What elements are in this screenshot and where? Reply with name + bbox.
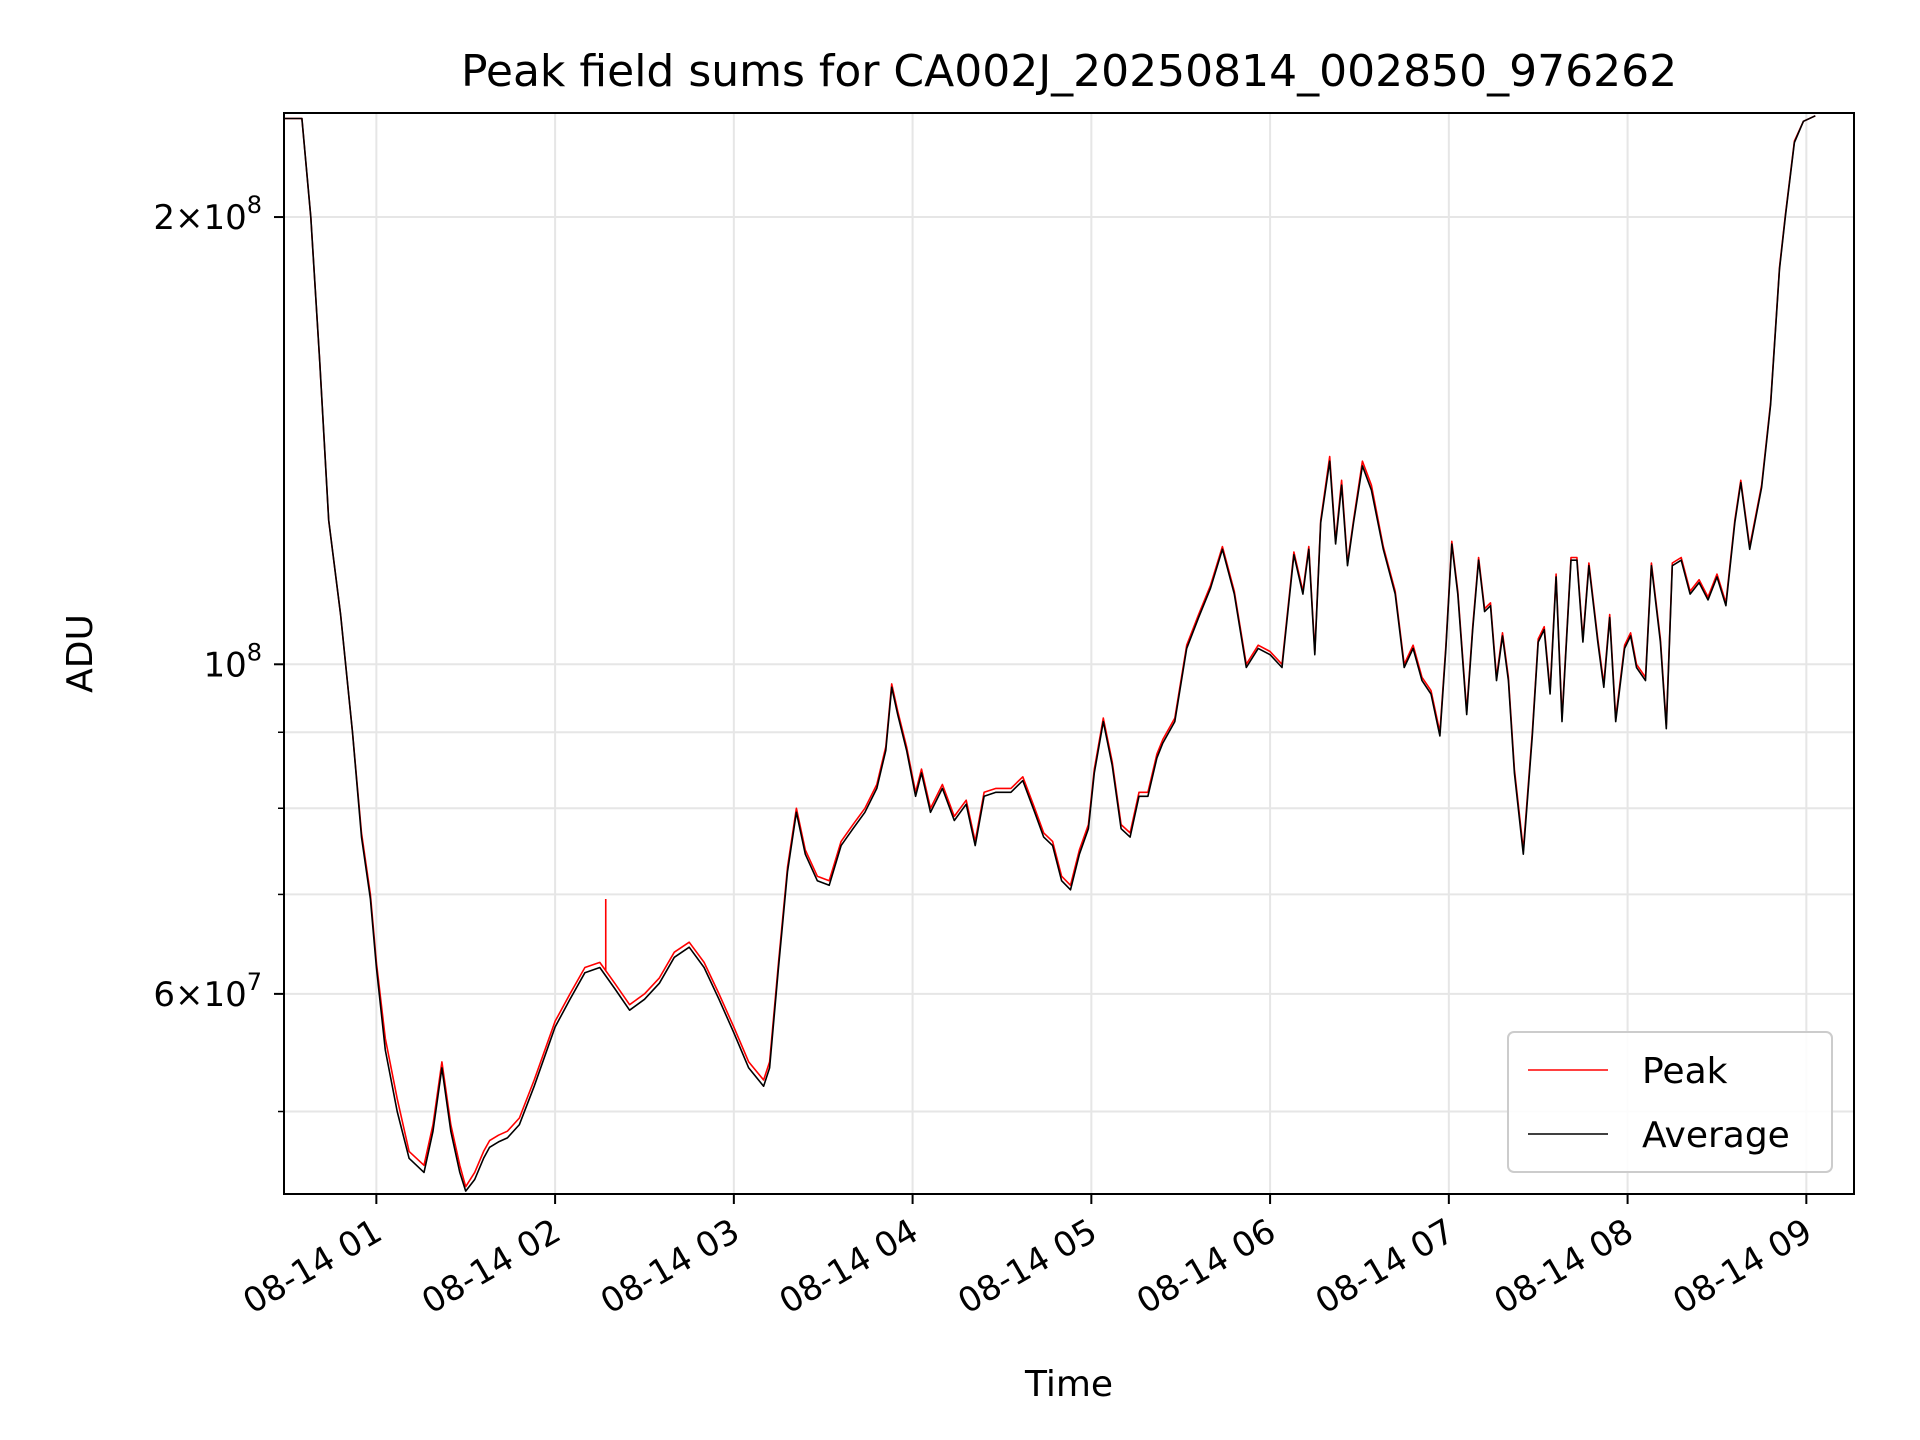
legend-label-peak: Peak bbox=[1642, 1051, 1728, 1092]
y-tick-label: 6×107 bbox=[153, 968, 262, 1015]
y-axis-ticks: 2×108 108 6×107 bbox=[153, 191, 284, 1113]
y-tick-label: 108 bbox=[203, 638, 262, 685]
plot-frame bbox=[283, 112, 1855, 1195]
y-axis-title: ADU bbox=[60, 614, 101, 693]
plot-lines bbox=[284, 115, 1816, 1192]
legend-box bbox=[1507, 1031, 1833, 1173]
legend: Peak Average bbox=[1507, 1031, 1833, 1173]
chart-title: Peak field sums for CA002J_20250814_0028… bbox=[461, 46, 1677, 97]
legend-label-average: Average bbox=[1642, 1115, 1790, 1156]
x-axis-title: Time bbox=[1024, 1364, 1113, 1405]
series-line-average bbox=[284, 115, 1816, 1192]
y-tick-label: 2×108 bbox=[153, 191, 262, 238]
